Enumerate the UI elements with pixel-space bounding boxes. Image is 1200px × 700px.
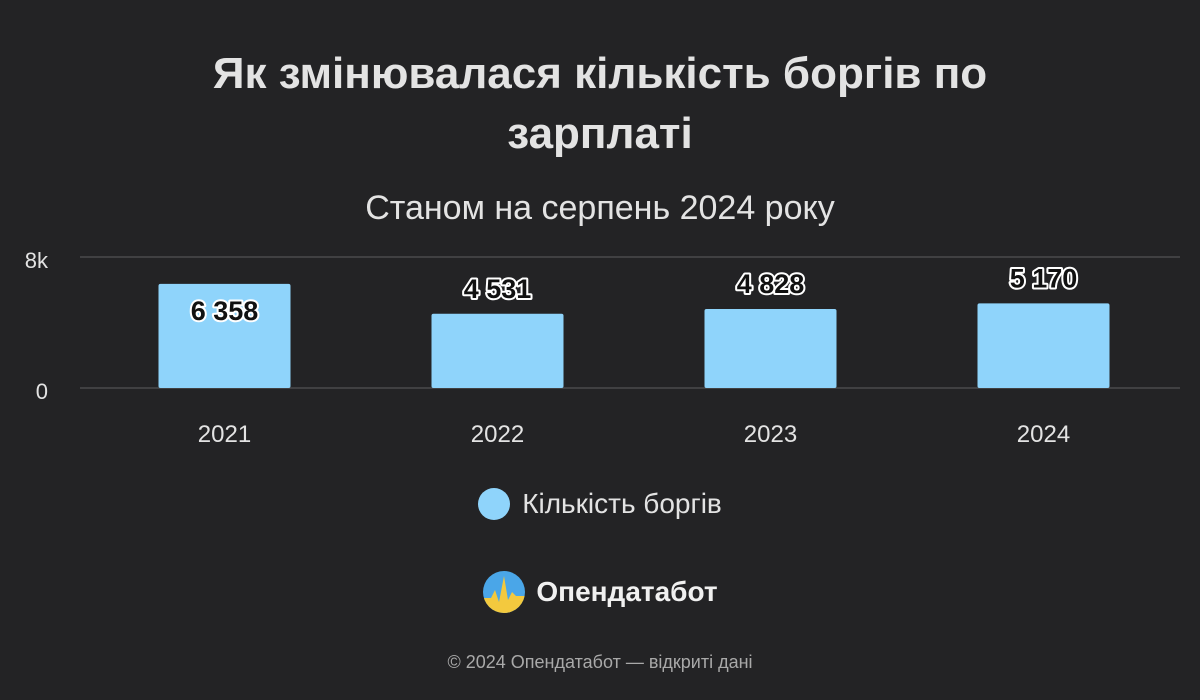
x-tick-label-2021: 2021 [198, 421, 251, 448]
chart-title: Як змінювалася кількість боргів по зарпл… [0, 44, 1200, 164]
bar-2023 [704, 308, 837, 388]
bar-2021 [158, 283, 291, 388]
data-label-2022: 4 531 [464, 274, 532, 304]
chart-subtitle: Станом на серпень 2024 року [365, 189, 835, 227]
bar-2022 [431, 313, 564, 388]
legend-swatch [478, 488, 511, 520]
labels-layer: 0 8k 6 358 2021 4 531 2022 4 828 2023 5 170 2024 [25, 248, 1080, 448]
legend-label: Кількість боргів [522, 488, 722, 519]
bar-chart: 0 8k 6 358 2021 4 531 2022 4 828 2023 5 170 2024 [25, 248, 1180, 448]
x-tick-label-2024: 2024 [1017, 421, 1070, 448]
chart-legend[interactable]: Кількість боргів [0, 488, 1200, 520]
footer-copyright: © 2024 Опендатабот — відкриті дані [447, 652, 753, 672]
data-label-2024: 5 170 [1010, 263, 1078, 293]
brand-name: Опендатабот [536, 576, 718, 607]
y-tick-label-1: 8k [25, 248, 49, 273]
opendatabot-logo-icon [483, 571, 526, 613]
x-tick-label-2023: 2023 [744, 421, 797, 448]
x-tick-label-2022: 2022 [471, 421, 524, 448]
chart-title-text: Як змінювалася кількість боргів по зарпл… [212, 49, 988, 158]
brand: Опендатабот [0, 570, 1200, 614]
y-tick-label-0: 0 [36, 379, 48, 404]
data-label-2023: 4 828 [737, 269, 805, 299]
data-label-2021: 6 358 [191, 296, 259, 326]
bars-layer [158, 283, 1110, 388]
bar-2024 [977, 303, 1110, 388]
